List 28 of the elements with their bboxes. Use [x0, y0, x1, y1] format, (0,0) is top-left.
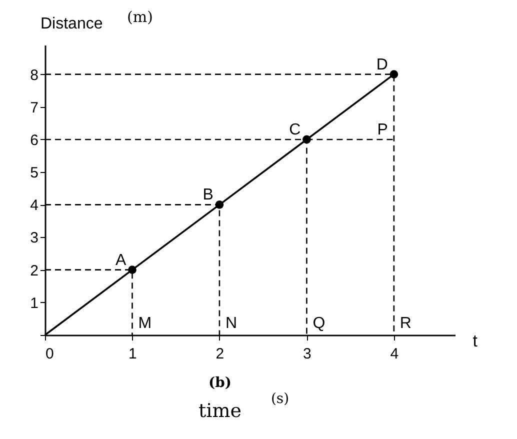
- y-tick-label: 7: [30, 99, 38, 116]
- x-tick-label: 4: [390, 346, 399, 362]
- y-tick-label: 8: [30, 66, 38, 84]
- y-tick-label: 1: [30, 294, 38, 312]
- y-tick-label: 4: [30, 197, 38, 214]
- text: (b): [208, 375, 232, 391]
- text: (s): [270, 391, 290, 407]
- text: (m): [127, 8, 153, 26]
- y-tick-label: 5: [30, 164, 38, 182]
- annotation: M: [138, 315, 152, 332]
- annotation: R: [400, 315, 412, 332]
- y-axis-title: Distance: [40, 16, 103, 32]
- annotation: A: [116, 252, 127, 269]
- text: time: [198, 400, 242, 422]
- annotation: D: [376, 56, 388, 74]
- annotation: Q: [312, 315, 326, 332]
- x-tick-label: 1: [128, 346, 137, 362]
- annotation: B: [202, 186, 214, 204]
- y-tick-label: 2: [30, 262, 38, 280]
- annotation: N: [225, 315, 238, 332]
- x-tick-label: 0: [46, 346, 54, 362]
- annotation: C: [289, 121, 301, 138]
- x-axis-title: t: [472, 332, 478, 350]
- y-tick-label: 6: [30, 132, 38, 149]
- y-tick-label: 3: [30, 230, 38, 247]
- annotation: P: [377, 121, 388, 138]
- x-tick-label: 3: [303, 346, 312, 362]
- x-tick-label: 2: [216, 346, 224, 362]
